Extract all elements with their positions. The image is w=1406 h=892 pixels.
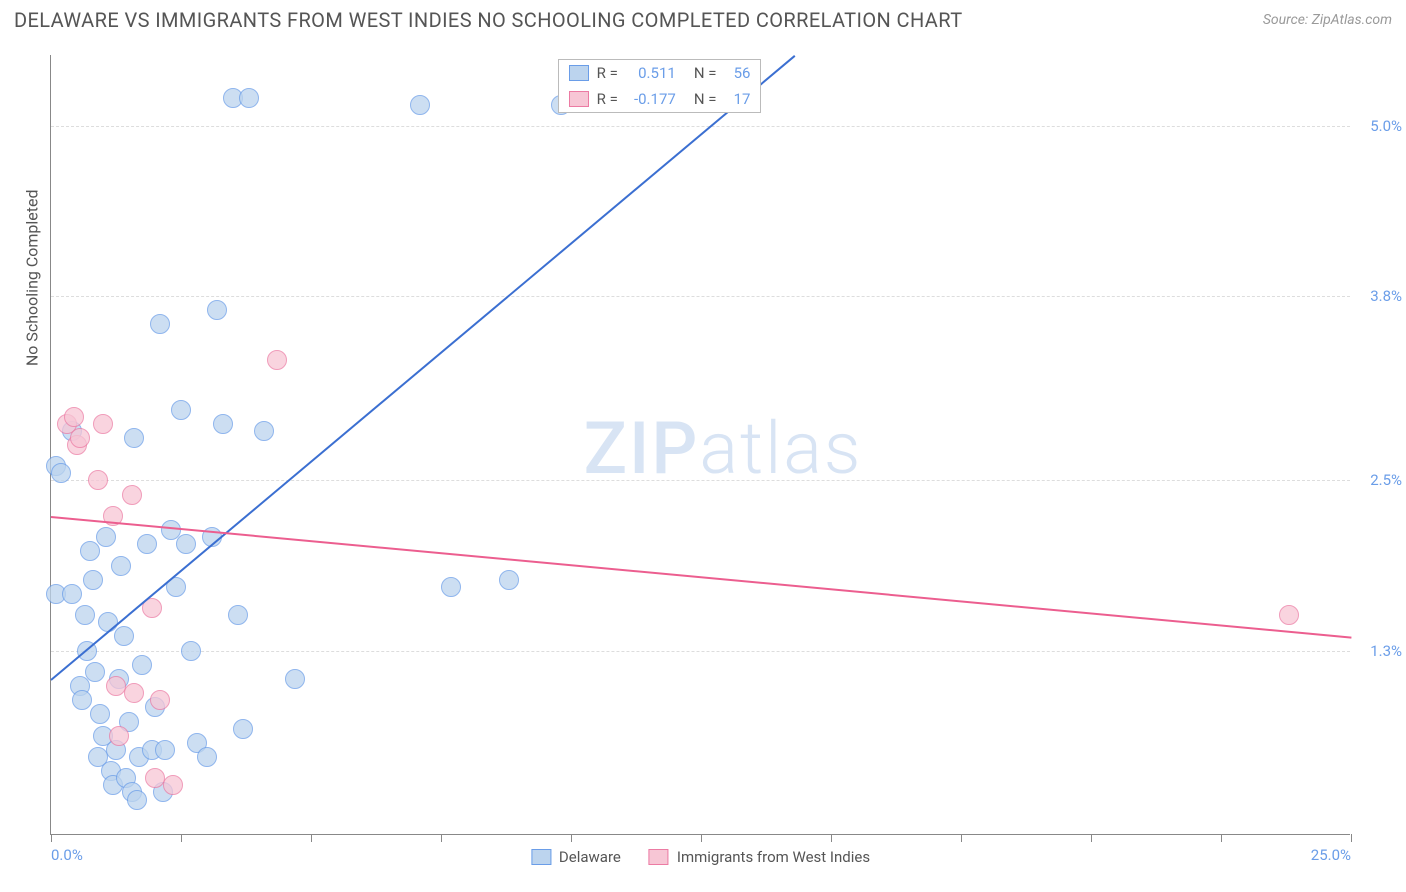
- scatter-point: [267, 350, 287, 370]
- scatter-point: [93, 414, 113, 434]
- scatter-point: [150, 314, 170, 334]
- watermark-bold: ZIP: [584, 406, 700, 491]
- x-tick: [1221, 834, 1222, 842]
- scatter-point: [96, 527, 116, 547]
- scatter-point: [124, 428, 144, 448]
- r-value: 0.511: [626, 64, 676, 82]
- legend-swatch: [531, 849, 551, 865]
- scatter-point: [88, 470, 108, 490]
- n-label: N =: [694, 64, 717, 82]
- scatter-point: [127, 790, 147, 810]
- scatter-point: [72, 690, 92, 710]
- r-label: R =: [597, 90, 618, 108]
- scatter-point: [228, 605, 248, 625]
- scatter-point: [75, 605, 95, 625]
- x-tick: [1091, 834, 1092, 842]
- watermark-light: atlas: [699, 406, 862, 491]
- x-tick-label: 25.0%: [1311, 846, 1351, 864]
- trendline: [50, 55, 795, 681]
- scatter-point: [285, 669, 305, 689]
- scatter-point: [137, 534, 157, 554]
- scatter-point: [171, 400, 191, 420]
- n-value: 17: [724, 90, 750, 108]
- correlation-legend: R = 0.511 N = 56 R = -0.177 N = 17: [558, 59, 762, 113]
- scatter-point: [150, 690, 170, 710]
- scatter-point: [70, 428, 90, 448]
- scatter-point: [197, 747, 217, 767]
- x-tick: [701, 834, 702, 842]
- scatter-point: [155, 740, 175, 760]
- x-tick: [961, 834, 962, 842]
- scatter-point: [83, 570, 103, 590]
- scatter-point: [410, 95, 430, 115]
- x-tick: [311, 834, 312, 842]
- scatter-point: [1279, 605, 1299, 625]
- scatter-point: [181, 641, 201, 661]
- chart-container: No Schooling Completed ZIPatlas 1.3%2.5%…: [50, 55, 1390, 835]
- y-tick-label: 5.0%: [1370, 117, 1402, 135]
- legend-row: R = 0.511 N = 56: [559, 60, 761, 86]
- scatter-point: [499, 570, 519, 590]
- scatter-point: [207, 300, 227, 320]
- scatter-point: [111, 556, 131, 576]
- plot-area: ZIPatlas 1.3%2.5%3.8%5.0%0.0%25.0%R =0.5…: [50, 55, 1350, 835]
- n-value: 56: [724, 64, 750, 82]
- legend-swatch: [569, 65, 589, 81]
- x-tick: [571, 834, 572, 842]
- scatter-point: [176, 534, 196, 554]
- scatter-point: [80, 541, 100, 561]
- legend-label: Delaware: [559, 848, 621, 866]
- scatter-point: [145, 768, 165, 788]
- scatter-point: [51, 463, 71, 483]
- gridline: [51, 480, 1350, 481]
- scatter-point: [233, 719, 253, 739]
- scatter-point: [106, 676, 126, 696]
- y-tick-label: 3.8%: [1370, 287, 1402, 305]
- scatter-point: [213, 414, 233, 434]
- scatter-point: [62, 584, 82, 604]
- n-label: N =: [694, 90, 717, 108]
- x-tick: [831, 834, 832, 842]
- scatter-point: [124, 683, 144, 703]
- legend-swatch: [649, 849, 669, 865]
- scatter-point: [132, 655, 152, 675]
- y-tick-label: 2.5%: [1370, 471, 1402, 489]
- scatter-point: [64, 407, 84, 427]
- chart-title: DELAWARE VS IMMIGRANTS FROM WEST INDIES …: [14, 8, 963, 32]
- legend-label: Immigrants from West Indies: [677, 848, 870, 866]
- y-axis-label: No Schooling Completed: [23, 189, 42, 366]
- gridline: [51, 126, 1350, 127]
- watermark: ZIPatlas: [584, 406, 863, 491]
- x-tick: [181, 834, 182, 842]
- x-tick-label: 0.0%: [51, 846, 83, 864]
- legend-item: Delaware: [531, 848, 621, 866]
- r-value: -0.177: [626, 90, 676, 108]
- x-tick: [51, 834, 52, 842]
- source-attribution: Source: ZipAtlas.com: [1263, 12, 1392, 28]
- x-tick: [441, 834, 442, 842]
- scatter-point: [441, 577, 461, 597]
- scatter-point: [254, 421, 274, 441]
- legend-row: R = -0.177 N = 17: [559, 86, 761, 112]
- r-label: R =: [597, 64, 618, 82]
- scatter-point: [90, 704, 110, 724]
- scatter-point: [239, 88, 259, 108]
- x-tick: [1351, 834, 1352, 842]
- legend-item: Immigrants from West Indies: [649, 848, 870, 866]
- gridline: [51, 651, 1350, 652]
- y-tick-label: 1.3%: [1370, 642, 1402, 660]
- scatter-point: [163, 775, 183, 795]
- scatter-point: [109, 726, 129, 746]
- scatter-point: [122, 485, 142, 505]
- series-legend: Delaware Immigrants from West Indies: [531, 848, 870, 866]
- scatter-point: [85, 662, 105, 682]
- scatter-point: [114, 626, 134, 646]
- gridline: [51, 296, 1350, 297]
- legend-swatch: [569, 91, 589, 107]
